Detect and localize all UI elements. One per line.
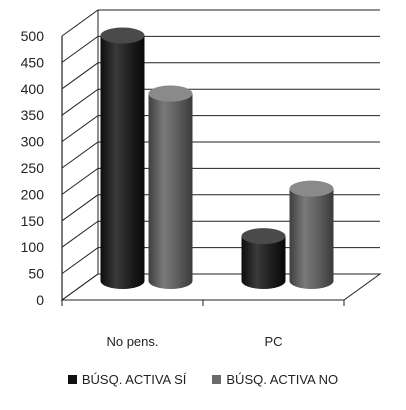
bar-body — [241, 236, 286, 289]
x-tick-label: PC — [264, 334, 282, 349]
floor — [60, 273, 382, 301]
gridlines — [61, 9, 380, 301]
bar-top — [241, 228, 286, 245]
bar-top — [148, 85, 193, 102]
legend-swatch-series-2 — [212, 375, 222, 384]
y-tick-label: 250 — [21, 160, 45, 176]
bar-body — [100, 35, 145, 290]
bar-top — [100, 27, 145, 44]
bar-body — [289, 188, 334, 289]
y-tick-label: 400 — [21, 81, 45, 97]
x-tick-label: No pens. — [106, 334, 158, 349]
legend: BÚSQ. ACTIVA SÍ BÚSQ. ACTIVA NO — [0, 372, 406, 387]
tick-labels: 0 50 100 150 200 250 300 350 400 450 500 No pens. PC — [21, 28, 283, 349]
y-tick-label: 200 — [21, 186, 45, 202]
y-tick-label: 450 — [21, 54, 45, 70]
bar-busq-activa-si — [241, 228, 286, 289]
y-tick-label: 350 — [21, 107, 45, 123]
y-tick-label: 500 — [21, 28, 45, 44]
bar-busq-activa-no — [289, 180, 334, 289]
bar-top — [289, 180, 334, 197]
y-tick-label: 0 — [36, 292, 44, 308]
legend-label-series-2: BÚSQ. ACTIVA NO — [226, 372, 339, 387]
bar-busq-activa-no — [148, 85, 193, 289]
y-tick-label: 100 — [21, 239, 45, 255]
axes — [60, 36, 382, 306]
y-tick-label: 150 — [21, 213, 45, 229]
legend-item-series-1: BÚSQ. ACTIVA SÍ — [67, 372, 187, 387]
legend-swatch-series-1 — [67, 375, 77, 384]
bars — [100, 27, 334, 290]
bar-busq-activa-si — [100, 27, 145, 290]
y-tick-label: 300 — [21, 134, 45, 150]
bar-body — [148, 93, 193, 289]
y-tick-label: 50 — [28, 266, 44, 282]
legend-label-series-1: BÚSQ. ACTIVA SÍ — [81, 372, 187, 387]
legend-item-series-2: BÚSQ. ACTIVA NO — [212, 372, 338, 387]
